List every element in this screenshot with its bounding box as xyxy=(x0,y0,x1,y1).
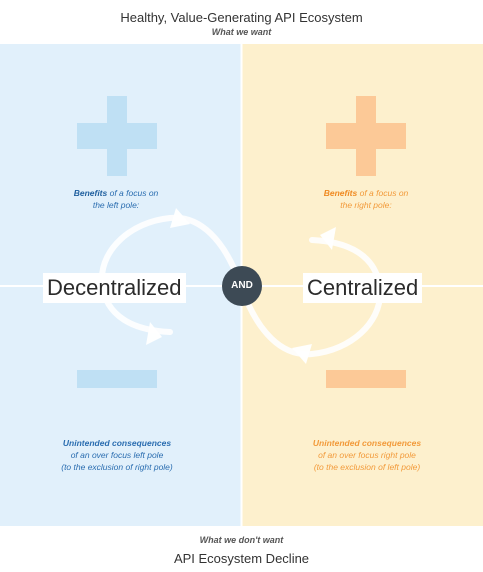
diagram-bottom-title: API Ecosystem Decline xyxy=(173,551,310,566)
right-plus-icon xyxy=(326,96,406,176)
left-plus-icon xyxy=(77,96,157,176)
right-benefits-text: Benefits of a focus on the right pole: xyxy=(323,188,409,210)
diagram-title: Healthy, Value-Generating API Ecosystem xyxy=(120,10,363,25)
diagram-bottom-subtitle: What we don't want xyxy=(199,535,284,545)
diagram-top-subtitle: What we want xyxy=(211,27,272,37)
right-pole-label: Centralized xyxy=(303,273,423,303)
left-minus-icon xyxy=(77,370,157,388)
left-pole-label: Decentralized xyxy=(43,273,186,303)
right-minus-icon xyxy=(326,370,406,388)
left-unintended-text: Unintended consequences of an over focus… xyxy=(61,438,173,472)
left-benefits-text: Benefits of a focus on the left pole: xyxy=(73,188,159,210)
right-unintended-text: Unintended consequences of an over focus… xyxy=(312,438,422,472)
and-connector-badge: AND xyxy=(222,266,262,306)
